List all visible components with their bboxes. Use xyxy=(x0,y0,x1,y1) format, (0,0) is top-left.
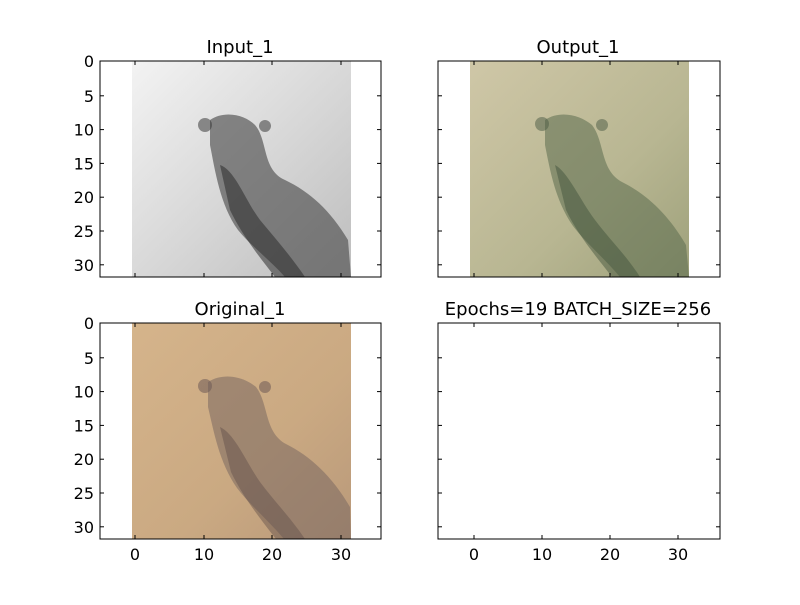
y-tick-label: 0 xyxy=(84,314,94,333)
y-tick-label: 10 xyxy=(74,121,94,140)
x-ticks xyxy=(134,61,342,277)
y-tick-label: 20 xyxy=(74,188,94,207)
panel-output-1: Output_1 xyxy=(437,37,721,278)
y-ticks: 0 5 10 15 20 25 30 xyxy=(74,314,381,537)
y-tick-label: 15 xyxy=(74,154,94,173)
y-tick-label: 5 xyxy=(84,349,94,368)
ticks xyxy=(438,60,720,277)
panel-title: Original_1 xyxy=(195,299,286,320)
panel-title: Epochs=19 BATCH_SIZE=256 xyxy=(445,299,711,320)
y-tick-label: 15 xyxy=(74,416,94,435)
image-rgb xyxy=(470,61,689,277)
image-detail-dot xyxy=(535,117,549,131)
image-subject-shadow xyxy=(220,165,305,277)
panel-title: Output_1 xyxy=(537,37,620,58)
image-detail-dot xyxy=(198,118,212,132)
image-detail-dot xyxy=(259,381,271,393)
panel-epochs-batch: Epochs=19 BATCH_SIZE=256 xyxy=(437,299,721,564)
x-tick-label: 10 xyxy=(532,545,552,564)
ticks: 0 10 20 30 xyxy=(438,322,720,564)
x-ticks: 0 10 20 30 xyxy=(130,323,351,564)
plot-area xyxy=(438,323,720,539)
y-tick-label: 25 xyxy=(74,484,94,503)
image-subject-shape xyxy=(208,376,351,539)
y-tick-label: 30 xyxy=(74,256,94,275)
image-detail-dot xyxy=(198,379,212,393)
x-tick-label: 30 xyxy=(668,545,688,564)
axes-frame xyxy=(99,322,382,540)
x-tick-label: 20 xyxy=(600,545,620,564)
x-tick-label: 0 xyxy=(469,545,479,564)
image-detail-dot xyxy=(596,119,608,131)
y-tick-label: 25 xyxy=(74,222,94,241)
image-subject-shadow xyxy=(220,427,305,539)
x-tick-label: 30 xyxy=(331,545,351,564)
x-tick-label: 0 xyxy=(130,545,140,564)
y-tick-label: 0 xyxy=(84,52,94,71)
axes-frame xyxy=(99,60,382,278)
y-tick-label: 30 xyxy=(74,518,94,537)
axes-frame xyxy=(437,322,721,540)
image-detail-dot xyxy=(259,120,271,132)
panel-original-1: Original_1 xyxy=(74,299,382,564)
y-ticks: 0 5 10 15 20 25 30 xyxy=(74,52,381,275)
y-tick-label: 20 xyxy=(74,450,94,469)
image-subject-shape xyxy=(545,114,689,277)
x-tick-label: 10 xyxy=(194,545,214,564)
panel-title: Input_1 xyxy=(206,37,273,58)
image-grayscale xyxy=(132,61,351,277)
y-tick-label: 5 xyxy=(84,87,94,106)
panel-input-1: Input_1 xyxy=(74,37,382,278)
y-tick-label: 10 xyxy=(74,383,94,402)
x-tick-label: 20 xyxy=(262,545,282,564)
image-subject-shadow xyxy=(555,165,640,277)
image-rgb xyxy=(132,323,351,539)
axes-frame xyxy=(437,60,721,278)
